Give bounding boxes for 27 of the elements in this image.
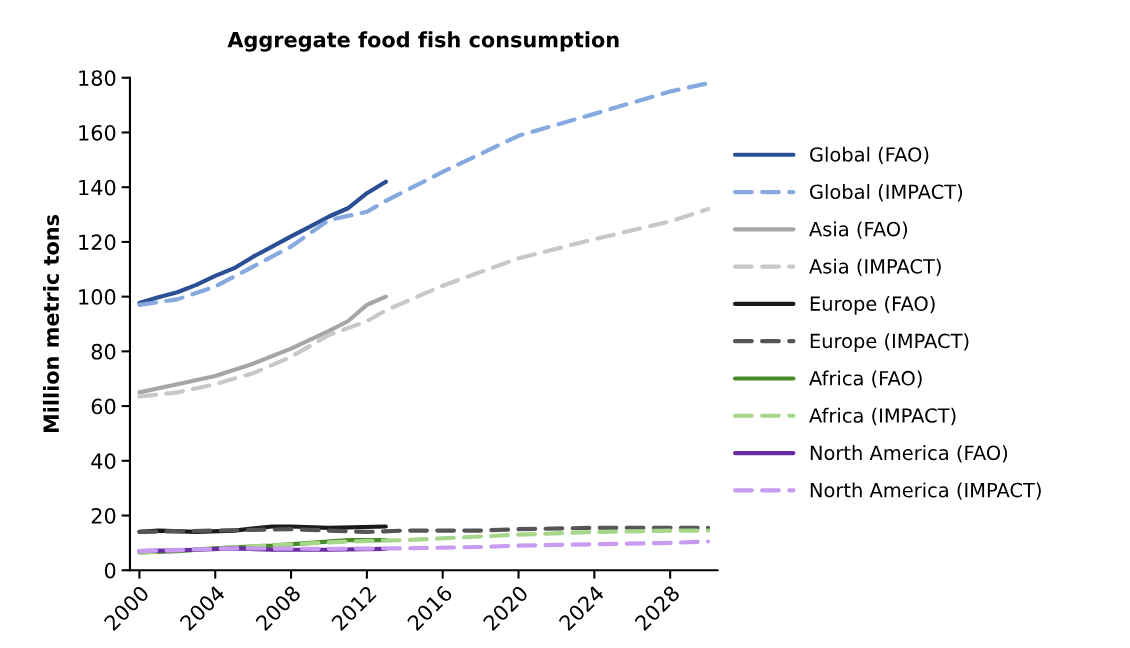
line-series xyxy=(137,294,388,395)
legend-label: Europe (IMPACT) xyxy=(810,333,969,353)
line-series xyxy=(137,539,711,554)
legend-label: Global (FAO) xyxy=(810,146,929,165)
line-series xyxy=(137,207,711,399)
y-tick-label: 0 xyxy=(104,562,116,579)
legend-label: North America (FAO) xyxy=(810,445,1008,463)
legend-label: Global (IMPACT) xyxy=(810,184,963,202)
y-axis-title: Million metric tons xyxy=(42,214,60,433)
y-tick-label: 80 xyxy=(91,343,116,360)
chart-title: Aggregate food fish consumption xyxy=(227,31,619,52)
y-tick-label: 160 xyxy=(79,124,116,141)
legend-label: Africa (IMPACT) xyxy=(809,407,956,426)
y-tick-label: 180 xyxy=(79,70,116,86)
y-tick-label: 100 xyxy=(79,289,116,305)
legend-label: Europe (FAO) xyxy=(810,295,935,315)
y-tick-label: 60 xyxy=(91,398,116,415)
line-series xyxy=(137,528,711,555)
y-tick-label: 40 xyxy=(91,453,116,470)
legend-label: Africa (FAO) xyxy=(809,370,922,388)
y-tick-label: 120 xyxy=(79,234,116,251)
y-tick-label: 20 xyxy=(91,507,116,524)
line-series xyxy=(137,179,388,306)
legend-label: Asia (FAO) xyxy=(809,221,908,239)
legend-label: North America (IMPACT) xyxy=(810,482,1041,500)
legend-label: Asia (IMPACT) xyxy=(809,258,941,276)
y-tick-label: 140 xyxy=(79,179,116,196)
